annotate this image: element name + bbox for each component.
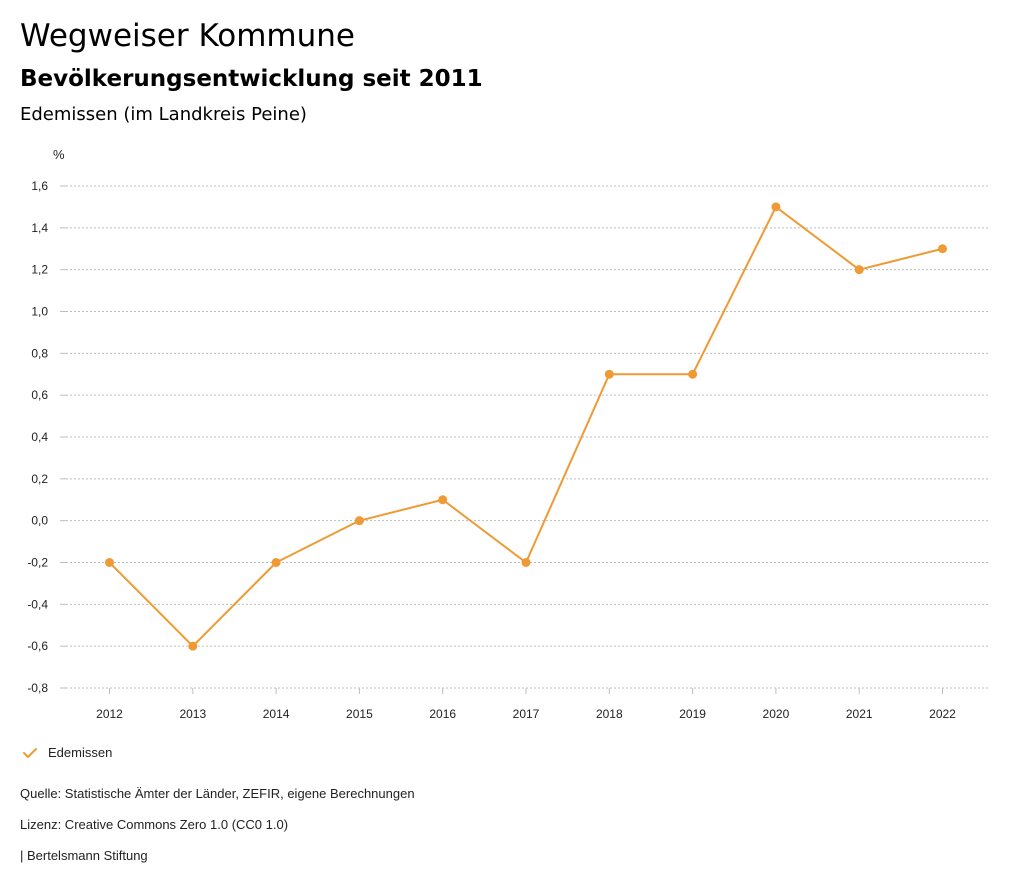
license-note: Lizenz: Creative Commons Zero 1.0 (CC0 1… [20,817,289,832]
data-point[interactable] [938,244,947,254]
x-tick-label: 2013 [179,707,206,721]
data-point[interactable] [688,369,698,379]
x-tick-label: 2020 [763,707,790,721]
x-tick-label: 2022 [929,707,956,721]
y-tick-label: 0,2 [31,472,48,486]
data-point[interactable] [521,558,531,567]
x-tick-label: 2018 [596,707,623,721]
x-tick-label: 2021 [846,707,873,721]
y-tick-label: 1,4 [31,221,48,235]
y-axis-unit-label: % [53,147,65,162]
y-tick-label: 1,6 [31,179,48,193]
y-tick-label: 0,0 [31,514,48,528]
data-point[interactable] [188,641,198,651]
y-tick-label: 0,6 [31,388,48,402]
data-point[interactable] [105,558,114,567]
y-tick-label: -0,4 [27,597,48,611]
y-tick-label: 0,8 [31,346,48,360]
chart-subtitle: Bevölkerungsentwicklung seit 2011 [20,66,483,92]
y-tick-label: 0,4 [31,430,48,444]
page-title: Wegweiser Kommune [20,18,355,54]
x-tick-label: 2014 [263,707,290,721]
x-tick-label: 2019 [679,707,706,721]
y-tick-label: 1,2 [31,263,48,277]
data-point[interactable] [354,516,364,526]
legend-label: Edemissen [48,745,113,760]
y-tick-label: 1,0 [31,305,48,319]
data-point[interactable] [438,495,448,505]
series-line-edemissen [108,205,943,648]
check-icon [23,747,37,758]
data-point[interactable] [771,202,781,212]
x-tick-label: 2017 [513,707,540,721]
data-point[interactable] [271,558,281,567]
data-point[interactable] [604,369,614,379]
line-chart: % -0,8 -0,6 -0,4 -0,2 0,0 0,2 0,4 0,6 0,8 1,0 1,2 1… [27,147,990,721]
y-tick-label: -0,8 [27,681,48,695]
x-tick-label: 2015 [346,707,373,721]
x-tick-label: 2012 [96,707,123,721]
legend-item-edemissen[interactable]: Edemissen [22,745,112,760]
x-tick-label: 2016 [429,707,456,721]
y-tick-label: -0,2 [27,556,48,570]
source-note: Quelle: Statistische Ämter der Länder, Z… [20,786,415,801]
region-title: Edemissen (im Landkreis Peine) [20,104,307,125]
y-tick-label: -0,6 [27,639,48,653]
data-point[interactable] [854,265,864,275]
publisher-note: | Bertelsmann Stiftung [20,848,148,863]
